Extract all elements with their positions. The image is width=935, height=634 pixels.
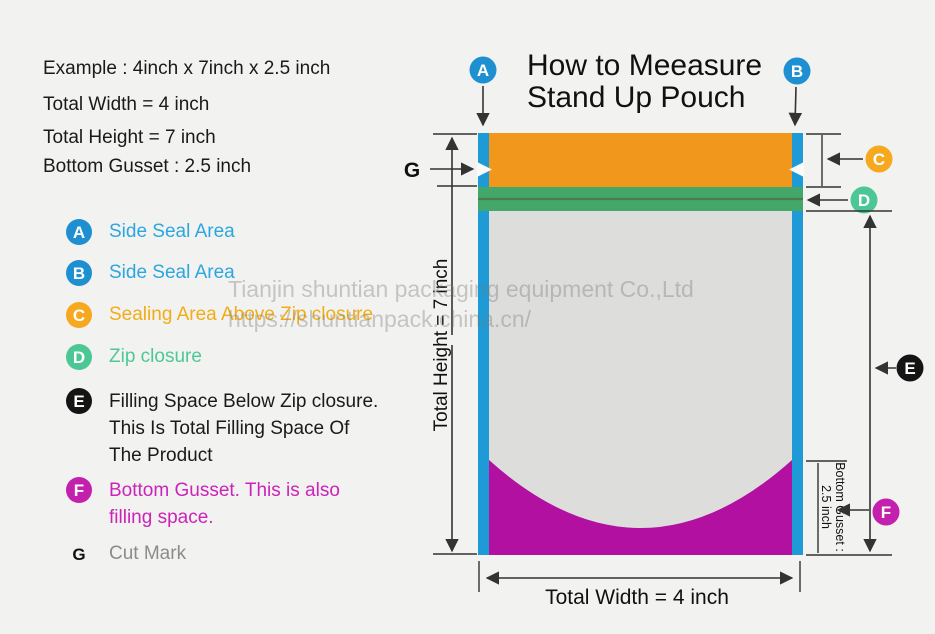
total-width-dimension-label: Total Width = 4 inch xyxy=(545,586,729,609)
marker-letter-b: B xyxy=(791,62,803,81)
legend-badge-b: B xyxy=(66,260,92,286)
total-width-text: Total Width = 4 inch xyxy=(43,94,210,115)
legend-label-c: Sealing Area Above Zip closure xyxy=(109,304,374,325)
legend-badge-a: A xyxy=(66,219,92,245)
legend-label-d: Zip closure xyxy=(109,346,202,367)
marker-letter-c: C xyxy=(873,150,885,169)
legend-badge-e: E xyxy=(66,388,92,414)
marker-letter-d: D xyxy=(858,191,870,210)
bottom-gusset-dimension-label-line2: 2.5 inch xyxy=(819,485,833,529)
legend-item-side-seal-a: A Side Seal Area xyxy=(66,219,235,245)
diagram-title-line1: How to Meeasure xyxy=(527,49,762,82)
marker-badge-f xyxy=(872,498,900,526)
bottom-gusset-dimension-label-line1: Bottom Gusset : xyxy=(833,462,847,552)
diagram-title-line2: Stand Up Pouch xyxy=(527,81,745,114)
example-dimensions-text: Example : 4inch x 7inch x 2.5 inch xyxy=(43,58,331,79)
pouch-illustration xyxy=(477,133,804,555)
legend-badge-g: G xyxy=(72,544,86,564)
cut-mark-notch-left xyxy=(477,162,492,177)
legend-item-filling-space: E Filling Space Below Zip closure. This … xyxy=(66,388,378,469)
marker-letter-f: F xyxy=(881,503,891,522)
top-seal-band xyxy=(489,133,792,187)
legend-item-cut-mark: G Cut Mark xyxy=(66,541,186,567)
legend-item-sealing-area: C Sealing Area Above Zip closure xyxy=(66,302,373,328)
legend-label-f: Bottom Gusset. This is also filling spac… xyxy=(109,480,340,528)
marker-letter-a: A xyxy=(477,61,489,80)
filling-area xyxy=(489,211,792,555)
legend-item-zip-closure: D Zip closure xyxy=(66,344,202,370)
marker-badge-a xyxy=(469,56,497,84)
marker-letter-g: G xyxy=(404,159,420,182)
legend-label-e: Filling Space Below Zip closure. This Is… xyxy=(109,391,379,466)
cut-mark-notch-right xyxy=(789,162,804,177)
total-height-dimension-label: Total Height = 7 inch xyxy=(431,259,452,432)
legend-label-g: Cut Mark xyxy=(109,543,187,564)
legend-item-bottom-gusset: F Bottom Gusset. This is also filling sp… xyxy=(66,477,340,531)
total-height-text: Total Height = 7 inch xyxy=(43,127,216,148)
legend-item-side-seal-b: B Side Seal Area xyxy=(66,260,235,286)
marker-badge-c xyxy=(865,145,893,173)
marker-letter-e: E xyxy=(904,359,915,378)
marker-badge-b xyxy=(783,57,811,85)
left-side-seal xyxy=(478,133,489,555)
legend-label-a: Side Seal Area xyxy=(109,221,235,242)
arrow-b xyxy=(788,86,803,127)
marker-badge-d xyxy=(850,186,878,214)
bottom-gusset-text: Bottom Gusset : 2.5 inch xyxy=(43,156,252,177)
marker-badge-e xyxy=(896,354,924,382)
legend-badge-d: D xyxy=(66,344,92,370)
bottom-gusset-area xyxy=(489,460,792,555)
legend-badge-c: C xyxy=(66,302,92,328)
right-side-seal xyxy=(792,133,803,555)
legend-label-b: Side Seal Area xyxy=(109,262,235,283)
legend-badge-f: F xyxy=(66,477,92,503)
